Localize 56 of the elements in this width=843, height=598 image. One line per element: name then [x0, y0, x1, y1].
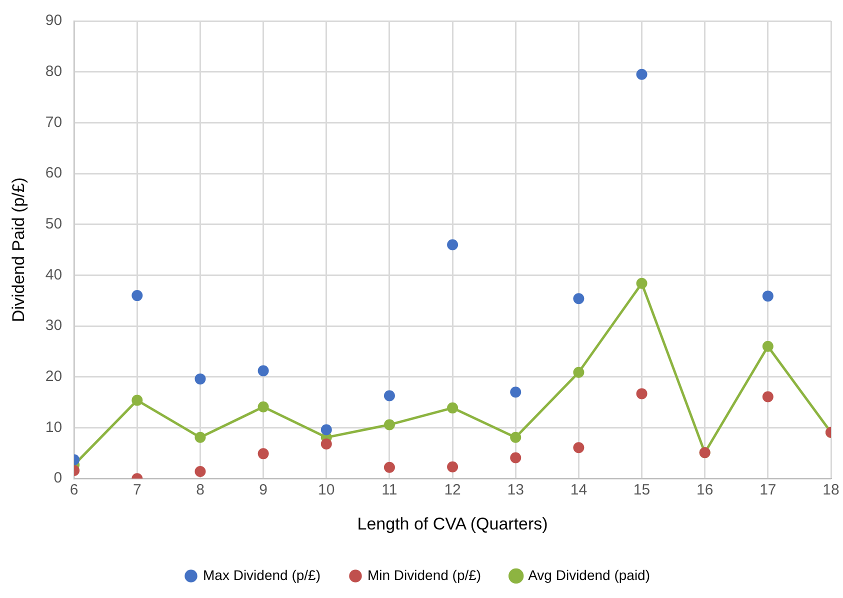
point: [447, 239, 458, 250]
point: [762, 340, 774, 352]
x-tick-label: 17: [760, 482, 776, 499]
point: [258, 365, 269, 376]
point: [132, 394, 143, 406]
y-tick-label: 60: [45, 164, 62, 182]
x-tick-label: 8: [196, 482, 204, 499]
x-tick-label: 10: [318, 482, 335, 499]
point: [447, 402, 458, 414]
point: [636, 68, 648, 80]
x-axis-title: Length of CVA (Quarters): [357, 514, 548, 534]
point: [573, 366, 584, 378]
point: [573, 442, 584, 454]
x-tick-label: 16: [696, 482, 714, 499]
point: [384, 419, 395, 430]
y-tick-label: 70: [45, 114, 62, 131]
point: [320, 438, 332, 450]
y-tick-label: 50: [45, 216, 62, 233]
legend-label: Max Dividend (p/£): [202, 566, 320, 583]
x-tick-label: 6: [70, 482, 78, 499]
x-tick-label: 14: [570, 482, 588, 499]
point: [194, 373, 206, 384]
point: [447, 461, 458, 472]
point: [510, 386, 522, 398]
point: [194, 466, 206, 477]
y-tick-label: 90: [45, 12, 62, 30]
point: [258, 448, 269, 460]
point: [573, 293, 584, 304]
x-tick-label: 18: [822, 482, 840, 499]
x-tick-label: 11: [382, 482, 398, 499]
legend-label: Min Dividend (p/£): [367, 566, 482, 583]
point: [384, 390, 395, 402]
y-tick-label: 10: [45, 418, 62, 436]
point: [510, 452, 522, 464]
point: [320, 424, 332, 436]
point: [194, 432, 206, 443]
x-tick-label: 12: [444, 482, 461, 499]
y-tick-label: 0: [54, 470, 62, 487]
x-tick-label: 9: [259, 482, 268, 499]
point: [636, 388, 648, 400]
y-tick-label: 80: [45, 62, 62, 80]
x-tick-label: 15: [633, 482, 650, 499]
point: [510, 432, 522, 443]
y-axis-title: Dividend Paid (p/£): [8, 178, 28, 322]
point: [132, 290, 143, 302]
x-tick-label: 7: [132, 482, 142, 499]
point: [258, 401, 269, 412]
point: [384, 462, 395, 473]
point: [762, 391, 774, 402]
y-tick-label: 30: [45, 317, 62, 334]
point: [636, 278, 648, 289]
point: [762, 290, 774, 302]
legend-label: Avg Dividend (paid): [528, 566, 650, 583]
x-tick-label: 13: [507, 482, 524, 499]
y-tick-label: 20: [45, 368, 62, 386]
y-tick-label: 40: [45, 266, 62, 284]
